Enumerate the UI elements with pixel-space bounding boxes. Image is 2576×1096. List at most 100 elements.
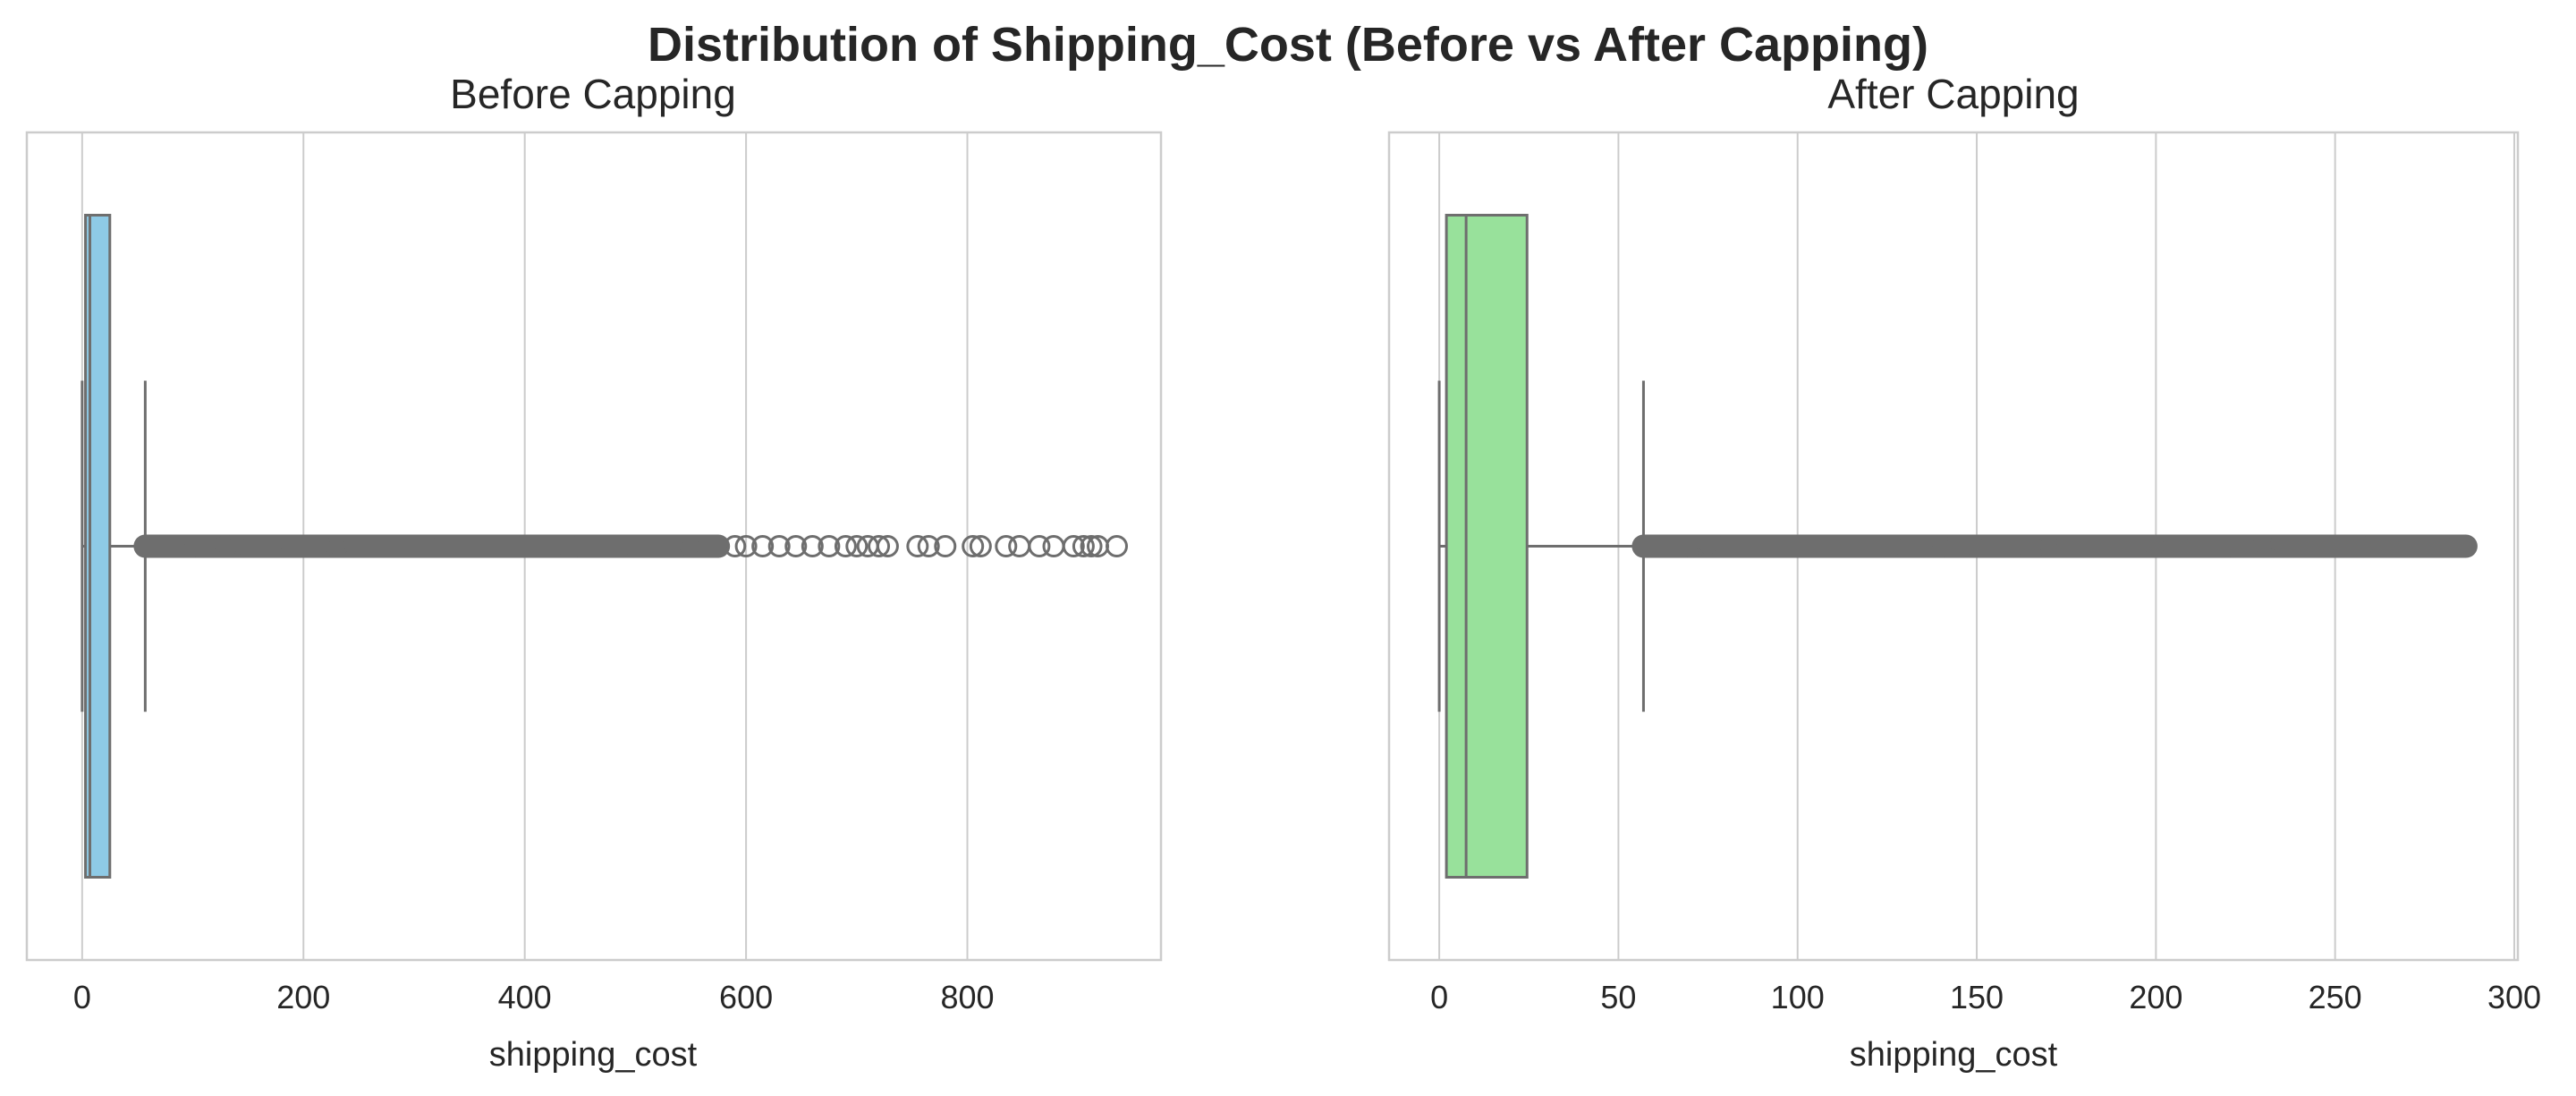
x-tick-label: 200 bbox=[276, 979, 330, 1015]
x-tick-label: 300 bbox=[2487, 979, 2541, 1015]
outlier-point bbox=[1072, 535, 1095, 557]
outlier-point bbox=[596, 535, 619, 557]
outlier-point bbox=[1894, 535, 1917, 557]
outlier-point bbox=[1028, 535, 1051, 557]
figure-suptitle: Distribution of Shipping_Cost (Before vs… bbox=[648, 18, 1928, 72]
outlier-point bbox=[767, 535, 791, 557]
outlier-point bbox=[513, 535, 537, 557]
outlier-point bbox=[1697, 535, 1720, 557]
axes-frame bbox=[1387, 131, 2520, 962]
outlier-point bbox=[281, 535, 304, 557]
x-axis-label: shipping_cost bbox=[1850, 1036, 2058, 1074]
outlier-point bbox=[2445, 535, 2469, 557]
outlier-point bbox=[541, 535, 564, 557]
outlier-point bbox=[651, 535, 674, 557]
outlier-point bbox=[679, 535, 702, 557]
outlier-point bbox=[962, 535, 985, 557]
outlier-point bbox=[2216, 535, 2239, 557]
outlier-point bbox=[995, 535, 1018, 557]
outlier-point bbox=[2252, 535, 2275, 557]
outlier-point bbox=[1042, 535, 1065, 557]
outlier-point bbox=[2431, 535, 2454, 557]
outlier-point bbox=[1750, 535, 1774, 557]
chart-title: Before Capping bbox=[450, 71, 736, 117]
iqr-box bbox=[1445, 214, 1529, 879]
outlier-point bbox=[258, 535, 282, 557]
outlier-point bbox=[430, 535, 453, 557]
outlier-point bbox=[2001, 535, 2024, 557]
x-tick-label: 600 bbox=[719, 979, 773, 1015]
outlier-point bbox=[1929, 535, 1953, 557]
x-tick-label: 200 bbox=[2129, 979, 2182, 1015]
outlier-point bbox=[2108, 535, 2131, 557]
outlier-point bbox=[2180, 535, 2203, 557]
outlier-point bbox=[198, 535, 221, 557]
chart-before-capping: 0 200 400 600 800 Before Capping shipping_co… bbox=[25, 71, 1163, 1074]
outlier-point bbox=[623, 535, 647, 557]
outlier-point bbox=[1080, 535, 1103, 557]
outlier-point bbox=[845, 535, 869, 557]
x-tick-label: 800 bbox=[940, 979, 994, 1015]
outlier-point bbox=[2454, 535, 2478, 557]
outlier-point bbox=[458, 535, 481, 557]
chart-title: After Capping bbox=[1827, 71, 2079, 117]
outlier-point bbox=[2324, 535, 2347, 557]
outlier-point bbox=[934, 535, 957, 557]
outlier-point bbox=[1715, 535, 1738, 557]
outlier-point bbox=[1661, 535, 1684, 557]
outlier-point bbox=[154, 535, 177, 557]
outlier-point bbox=[1062, 535, 1085, 557]
x-tick-label: 250 bbox=[2309, 979, 2362, 1015]
outlier-point bbox=[734, 535, 758, 557]
x-tick-label: 150 bbox=[1950, 979, 2004, 1015]
outlier-point bbox=[1631, 535, 1655, 557]
outlier-point bbox=[2388, 535, 2411, 557]
outlier-point bbox=[969, 535, 992, 557]
outlier-point bbox=[906, 535, 929, 557]
outlier-point bbox=[2072, 535, 2096, 557]
outlier-point bbox=[818, 535, 841, 557]
outlier-point bbox=[375, 535, 398, 557]
outlier-point bbox=[917, 535, 940, 557]
outlier-point bbox=[486, 535, 509, 557]
outlier-point bbox=[801, 535, 824, 557]
x-tick-label: 400 bbox=[498, 979, 552, 1015]
x-tick-label: 50 bbox=[1600, 979, 1636, 1015]
outlier-point bbox=[2144, 535, 2167, 557]
x-tick-label: 0 bbox=[1430, 979, 1448, 1015]
outlier-point bbox=[1822, 535, 1845, 557]
outlier-point bbox=[1786, 535, 1809, 557]
outlier-point bbox=[142, 535, 165, 557]
outlier-point bbox=[1642, 535, 1665, 557]
outlier-point bbox=[1679, 535, 1702, 557]
outlier-point bbox=[303, 535, 326, 557]
outlier-point bbox=[876, 535, 899, 557]
x-tick-label: 100 bbox=[1771, 979, 1825, 1015]
outlier-point bbox=[2037, 535, 2060, 557]
outlier-point bbox=[868, 535, 891, 557]
outlier-point bbox=[2288, 535, 2311, 557]
chart-after-capping: 0 50 100 150 200 250 300 After Capping shippin… bbox=[1387, 71, 2541, 1074]
outlier-point bbox=[569, 535, 592, 557]
outlier-point bbox=[2360, 535, 2383, 557]
plot-area: 0 50 100 150 200 250 300 bbox=[1387, 131, 2541, 1015]
outlier-point bbox=[751, 535, 775, 557]
outlier-point bbox=[707, 535, 730, 557]
outlier-point bbox=[1008, 535, 1031, 557]
outlier-point bbox=[2413, 535, 2436, 557]
outlier-point bbox=[182, 535, 205, 557]
axes-frame bbox=[25, 131, 1163, 962]
outlier-point bbox=[724, 535, 747, 557]
x-tick-label: 0 bbox=[73, 979, 91, 1015]
outlier-point bbox=[215, 535, 238, 557]
outlier-point bbox=[402, 535, 426, 557]
outlier-point bbox=[325, 535, 348, 557]
outlier-point bbox=[1106, 535, 1129, 557]
outlier-point bbox=[1858, 535, 1881, 557]
outlier-point bbox=[834, 535, 857, 557]
outlier-point bbox=[236, 535, 259, 557]
outlier-point bbox=[347, 535, 370, 557]
plot-area: 0 200 400 600 800 bbox=[25, 131, 1163, 1015]
outlier-point bbox=[165, 535, 188, 557]
